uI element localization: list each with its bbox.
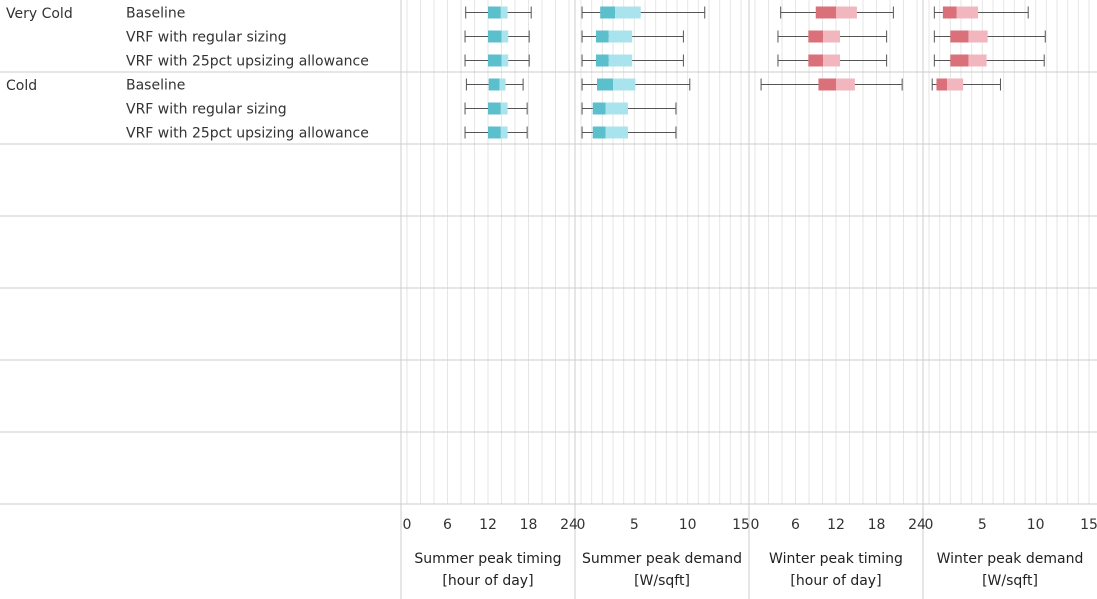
tick-label: 6 xyxy=(791,517,800,533)
box-upper xyxy=(500,126,508,139)
box-lower xyxy=(488,102,501,115)
axis-title: [W/sqft] xyxy=(982,573,1038,589)
box-lower xyxy=(808,54,824,67)
box-lower xyxy=(808,30,824,43)
box-upper xyxy=(968,30,988,43)
tick-label: 15 xyxy=(1080,517,1097,533)
box-lower xyxy=(950,54,969,67)
axis-title: Winter peak demand xyxy=(937,551,1084,567)
box-upper xyxy=(500,102,508,115)
box-lower xyxy=(488,30,502,43)
box-lower xyxy=(600,6,616,19)
box-lower xyxy=(488,6,501,19)
axis-title: Summer peak demand xyxy=(582,551,742,567)
axis-title: [hour of day] xyxy=(790,573,881,589)
box-lower xyxy=(815,6,836,19)
box-upper xyxy=(836,78,855,91)
box-lower xyxy=(936,78,948,91)
box-upper xyxy=(956,6,979,19)
box-lower xyxy=(488,54,502,67)
tick-label: 10 xyxy=(1027,517,1045,533)
box-upper xyxy=(615,6,641,19)
box-lower xyxy=(818,78,836,91)
axis-title: Winter peak timing xyxy=(769,551,903,567)
box-upper xyxy=(823,54,841,67)
scenario-label: VRF with 25pct upsizing allowance xyxy=(126,54,369,70)
box-lower xyxy=(595,54,609,67)
tick-label: 0 xyxy=(577,517,586,533)
box-upper xyxy=(500,6,508,19)
tick-label: 24 xyxy=(560,517,578,533)
box-upper xyxy=(608,30,633,43)
box-upper xyxy=(968,54,987,67)
box-upper xyxy=(501,54,509,67)
box-upper xyxy=(836,6,857,19)
box-upper xyxy=(613,78,636,91)
box-lower xyxy=(942,6,957,19)
box-upper xyxy=(823,30,841,43)
box-upper xyxy=(608,54,633,67)
tick-label: 18 xyxy=(868,517,886,533)
axis-title: [hour of day] xyxy=(442,573,533,589)
box-upper xyxy=(501,30,509,43)
box-lower xyxy=(595,30,609,43)
tick-label: 18 xyxy=(520,517,538,533)
tick-label: 12 xyxy=(827,517,845,533)
tick-label: 5 xyxy=(978,517,987,533)
box-lower xyxy=(488,78,500,91)
scenario-label: VRF with regular sizing xyxy=(126,30,287,46)
tick-label: 0 xyxy=(403,517,412,533)
tick-label: 5 xyxy=(630,517,639,533)
tick-label: 10 xyxy=(679,517,697,533)
box-upper xyxy=(605,102,628,115)
scenario-label: VRF with 25pct upsizing allowance xyxy=(126,126,369,142)
box-lower xyxy=(488,126,501,139)
tick-label: 24 xyxy=(908,517,926,533)
tick-label: 15 xyxy=(732,517,750,533)
box-upper xyxy=(947,78,964,91)
box-lower xyxy=(597,78,613,91)
box-upper xyxy=(605,126,628,139)
box-upper xyxy=(499,78,506,91)
box-lower xyxy=(592,102,606,115)
zone-label: Cold xyxy=(6,78,37,94)
tick-label: 6 xyxy=(443,517,452,533)
tick-label: 0 xyxy=(925,517,934,533)
axis-title: [W/sqft] xyxy=(634,573,690,589)
scenario-label: Baseline xyxy=(126,78,185,94)
scenario-label: VRF with regular sizing xyxy=(126,102,287,118)
zone-label: Very Cold xyxy=(6,6,73,22)
box-lower xyxy=(592,126,606,139)
scenario-label: Baseline xyxy=(126,6,185,22)
box-lower xyxy=(950,30,969,43)
tick-label: 12 xyxy=(479,517,497,533)
axis-title: Summer peak timing xyxy=(414,551,561,567)
tick-label: 0 xyxy=(751,517,760,533)
